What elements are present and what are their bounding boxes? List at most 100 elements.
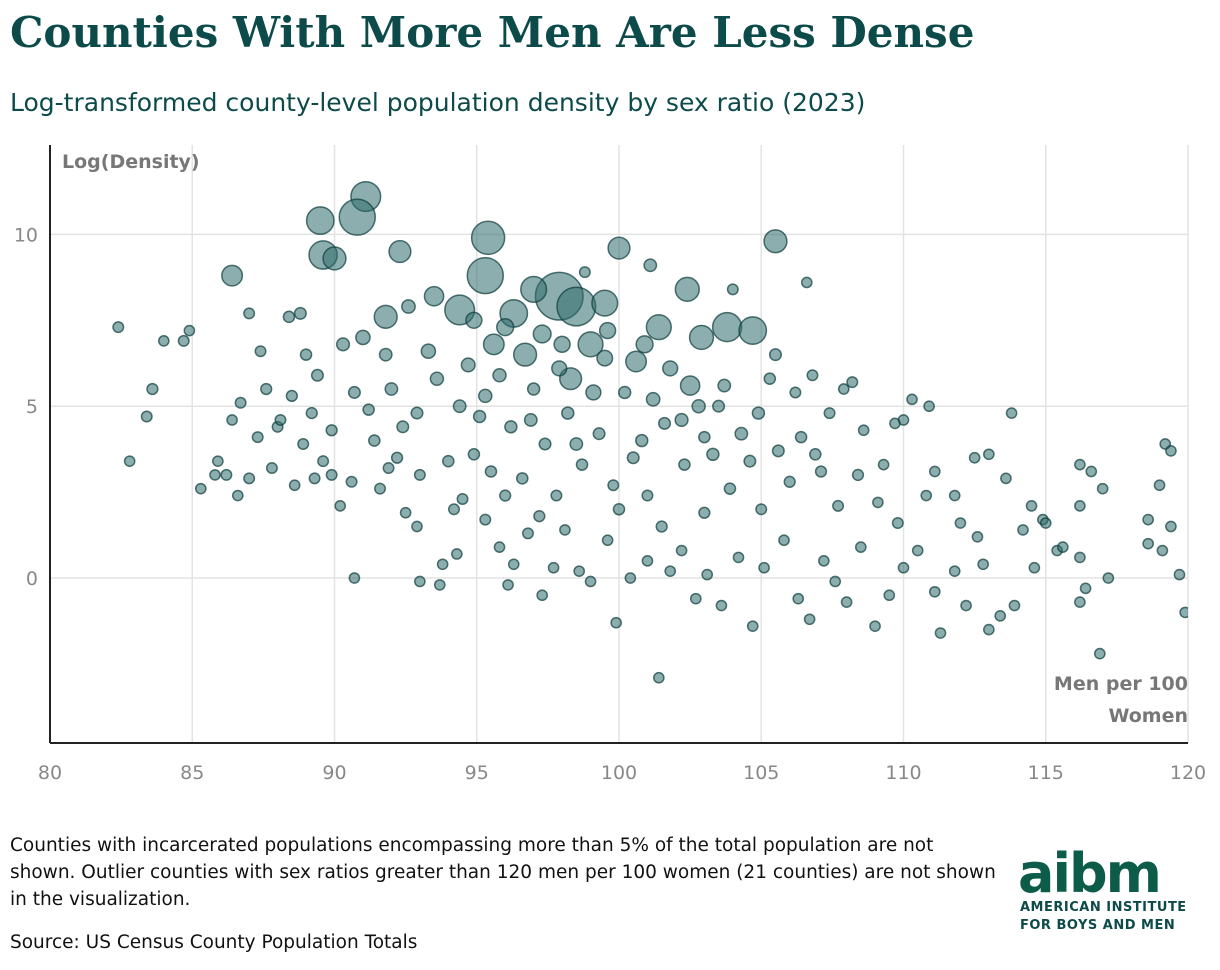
point: [698, 506, 711, 519]
point: [299, 348, 313, 361]
point: [496, 317, 515, 337]
y-tick-label: 0: [26, 568, 38, 590]
point: [146, 382, 159, 396]
point: [846, 376, 859, 389]
point: [1005, 407, 1018, 419]
point: [520, 275, 548, 303]
point: [755, 503, 768, 516]
point: [310, 368, 324, 382]
point: [479, 513, 492, 526]
point: [429, 371, 445, 386]
point: [803, 613, 816, 626]
point: [746, 620, 759, 632]
point: [598, 321, 617, 340]
point: [652, 671, 665, 684]
point: [948, 489, 961, 502]
point: [502, 579, 514, 591]
point: [923, 400, 935, 413]
point: [325, 424, 338, 437]
point: [643, 258, 658, 273]
point: [355, 329, 371, 346]
point: [800, 276, 813, 289]
point: [561, 406, 575, 420]
point: [1074, 596, 1086, 608]
point: [212, 455, 224, 468]
point: [420, 343, 437, 360]
point: [374, 482, 387, 495]
point: [701, 568, 714, 581]
point: [575, 458, 589, 471]
point: [789, 386, 802, 399]
point: [706, 447, 720, 462]
x-tick-label: 100: [601, 762, 637, 784]
point: [414, 575, 426, 588]
point: [814, 465, 828, 478]
y-axis-title: Log(Density): [62, 151, 200, 173]
footnote: Counties with incarcerated populations e…: [10, 835, 996, 910]
point: [1102, 572, 1115, 584]
point: [977, 558, 989, 571]
point: [732, 551, 745, 564]
point: [123, 455, 136, 468]
point: [679, 375, 701, 396]
point: [983, 448, 995, 461]
point: [533, 510, 546, 523]
point: [243, 472, 256, 485]
point: [641, 555, 654, 567]
org-name: AMERICAN INSTITUTE: [1020, 900, 1187, 915]
point: [456, 492, 469, 505]
point: [983, 623, 995, 636]
point: [399, 506, 412, 519]
point: [512, 342, 538, 367]
point: [1142, 537, 1155, 550]
chart-subtitle: Log-transformed county-level population …: [10, 88, 866, 117]
point: [635, 433, 649, 448]
point: [806, 369, 819, 382]
point: [157, 335, 170, 347]
point: [447, 503, 460, 516]
point: [872, 496, 884, 509]
point: [373, 304, 398, 329]
point: [521, 527, 534, 540]
point: [401, 299, 416, 314]
point: [334, 500, 347, 512]
point: [612, 503, 626, 516]
x-tick-label: 120: [1170, 762, 1206, 784]
point: [678, 458, 691, 471]
point: [1025, 500, 1038, 512]
point: [1039, 517, 1052, 529]
point: [758, 561, 770, 574]
point: [1008, 599, 1021, 612]
x-tick-label: 110: [885, 762, 921, 784]
y-tick-label: 10: [14, 224, 38, 246]
point: [1173, 568, 1186, 581]
point: [470, 220, 506, 256]
point: [734, 426, 749, 441]
point: [282, 310, 296, 324]
point: [601, 534, 614, 547]
point: [482, 333, 505, 356]
point: [610, 616, 622, 629]
point: [1079, 582, 1092, 595]
point: [466, 256, 505, 295]
chart: 80 85 90 95 100 105 110 115 120 0 5 10 Log(Density) M…: [14, 145, 1206, 784]
point: [411, 520, 423, 533]
point: [243, 307, 256, 320]
point: [220, 468, 233, 481]
point: [484, 465, 498, 478]
point: [889, 417, 901, 430]
point: [396, 420, 410, 434]
point: [472, 409, 487, 424]
point: [960, 599, 972, 612]
point: [906, 393, 918, 406]
point: [413, 468, 426, 481]
point: [778, 534, 790, 547]
grid: [49, 145, 1189, 743]
point: [717, 378, 732, 393]
point: [348, 572, 361, 584]
x-tick-label: 90: [322, 762, 346, 784]
point: [499, 489, 512, 502]
point: [577, 331, 604, 358]
point: [1074, 551, 1086, 564]
